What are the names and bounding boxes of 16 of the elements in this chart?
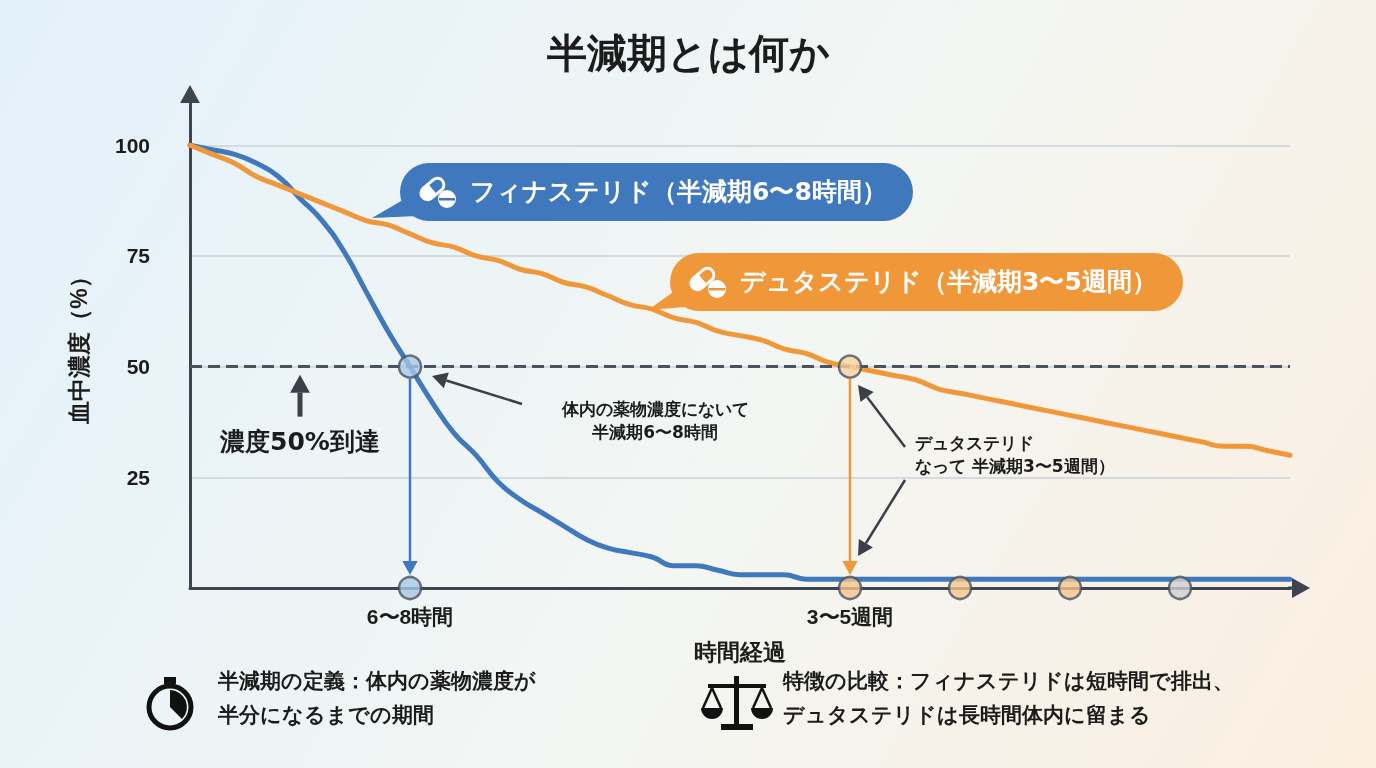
legend-label: デュタステリド（半減期3〜5週間） [740, 266, 1157, 298]
x-tick-label: 3〜5週間 [806, 605, 894, 628]
y-tick-label: 25 [126, 465, 151, 489]
chart-title: 半減期とは何か [545, 30, 830, 76]
text: 半減期の定義：体内の薬物濃度が半分になるまでの期間 [218, 668, 537, 729]
annotation: デュタステリドなって 半減期3〜5週間） [915, 432, 1116, 478]
annotation: 濃度50%到達 [219, 425, 381, 458]
y-tick-label: 75 [126, 244, 151, 268]
y-tick-label: 100 [114, 133, 150, 157]
y-axis-title: 血中濃度（%） [65, 265, 92, 425]
y-tick-label: 50 [126, 355, 150, 379]
x-axis-title: 時間経過 [694, 638, 786, 665]
x-tick-label: 6〜8時間 [366, 605, 454, 628]
legend-label: フィナステリド（半減期6〜8時間） [470, 176, 887, 208]
text: 特徴の比較：フィナステリドは短時間で排出、デュタステリドは長時間体内に留まる [783, 668, 1235, 729]
annotation: 体内の薬物濃度にないて半減期6〜8時間 [560, 398, 750, 444]
